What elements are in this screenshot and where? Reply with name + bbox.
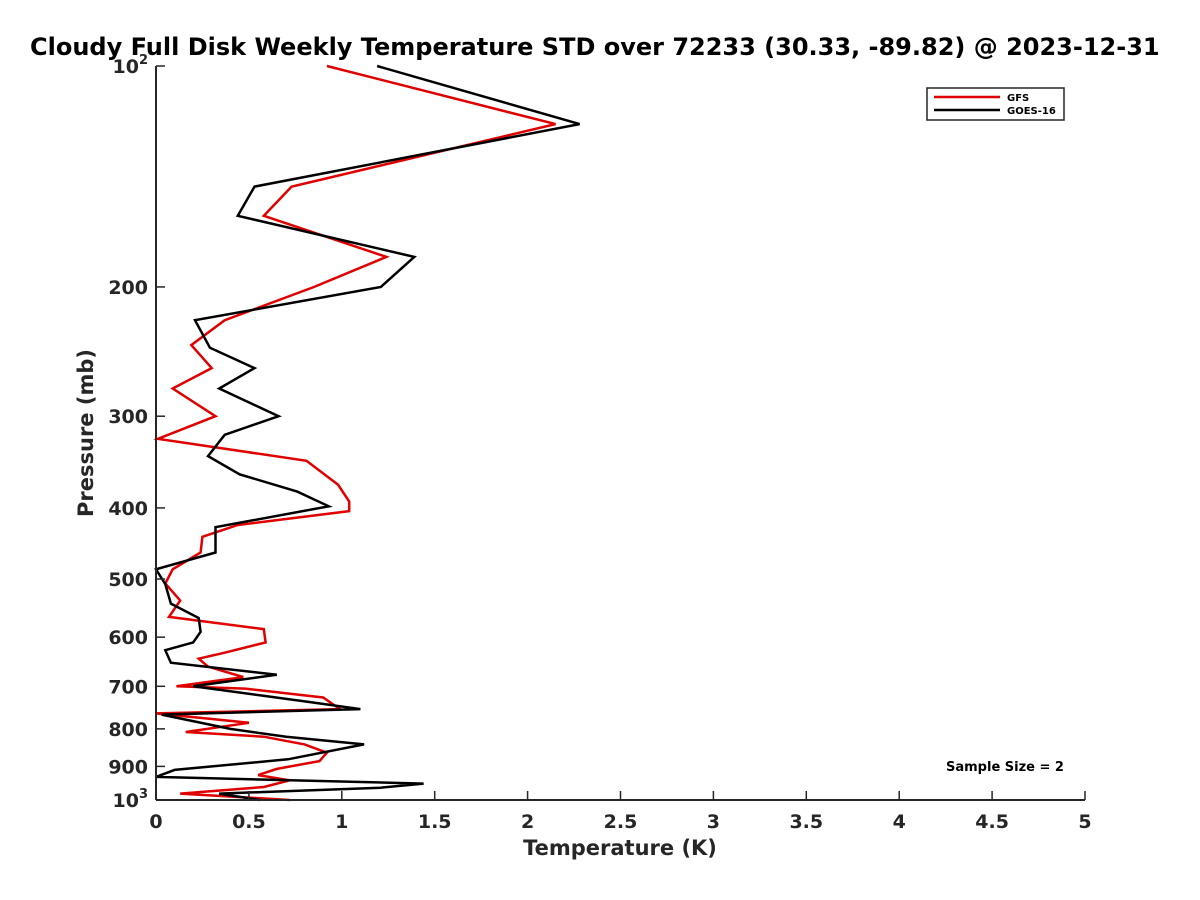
x-tick-label: 4: [893, 811, 906, 833]
x-tick-label: 1.5: [418, 811, 452, 833]
y-tick-label: 600: [108, 627, 148, 649]
legend-label-gfs: GFS: [1007, 93, 1029, 104]
x-tick-label: 0: [149, 811, 162, 833]
x-axis-label: Temperature (K): [523, 836, 717, 860]
plot-lines: [153, 64, 580, 802]
y-tick-label: 300: [108, 406, 148, 428]
y-tick-label: 800: [108, 719, 148, 741]
series-line-goes16: [154, 64, 580, 802]
x-tick-label: 3.5: [789, 811, 823, 833]
legend: GFS GOES-16: [926, 87, 1065, 121]
y-tick-label: 102: [113, 53, 149, 78]
x-tick-label: 5: [1078, 811, 1091, 833]
x-tick-label: 1: [335, 811, 348, 833]
y-tick-label: 200: [108, 277, 148, 299]
y-tick-label: 500: [108, 569, 148, 591]
y-tick-label: 400: [108, 498, 148, 520]
y-tick-label: 700: [108, 676, 148, 698]
y-tick-label: 900: [108, 756, 148, 778]
x-tick-label: 4.5: [975, 811, 1009, 833]
y-axis-label: Pressure (mb): [74, 349, 98, 517]
y-tick-label: 103: [113, 787, 149, 812]
x-ticks: 0 0.5 1 1.5 2 2.5 3 3.5 4 4.5 5: [149, 791, 1092, 833]
legend-label-goes16: GOES-16: [1007, 106, 1056, 117]
x-tick-label: 3: [707, 811, 720, 833]
sample-size-annotation: Sample Size = 2: [946, 760, 1064, 775]
x-tick-label: 0.5: [232, 811, 266, 833]
chart-title: Cloudy Full Disk Weekly Temperature STD …: [30, 33, 1160, 61]
y-ticks: 102 200 300 400 500 600 700 800 900 103: [108, 53, 165, 812]
legend-box: [926, 87, 1065, 121]
x-tick-label: 2.5: [604, 811, 638, 833]
x-tick-label: 2: [521, 811, 534, 833]
series-line-gfs: [153, 64, 556, 802]
